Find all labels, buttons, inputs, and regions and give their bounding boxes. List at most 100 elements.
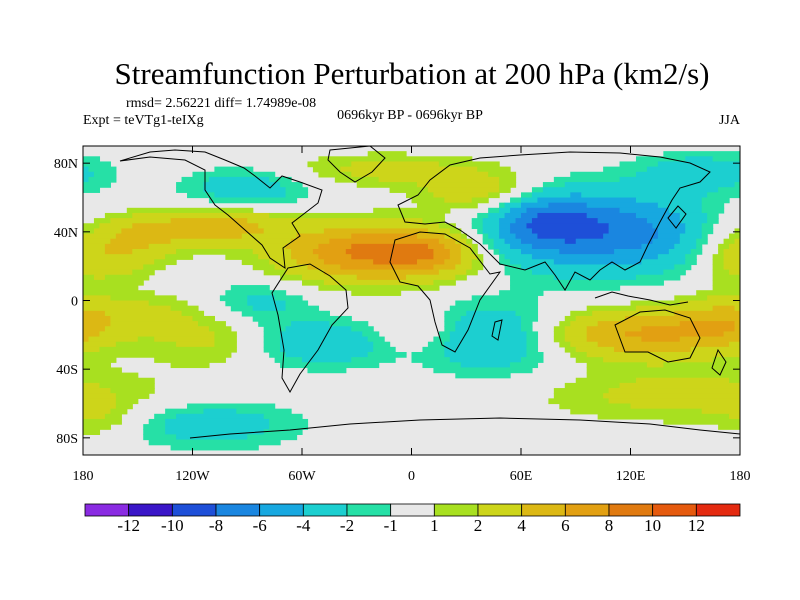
field-cell xyxy=(318,285,440,291)
colorbar-label: -4 xyxy=(296,516,311,535)
field-cell xyxy=(729,341,740,348)
field-cell xyxy=(99,331,215,338)
colorbar-swatch xyxy=(652,503,697,517)
field-cell xyxy=(83,161,111,168)
field-cell xyxy=(170,305,199,312)
field-cell xyxy=(291,321,330,327)
field-cell xyxy=(701,202,725,209)
field-cell xyxy=(143,424,166,430)
field-cell xyxy=(252,249,292,255)
field-cell xyxy=(411,352,445,358)
field-cell xyxy=(510,279,664,286)
field-cell xyxy=(247,300,287,307)
field-cell xyxy=(641,336,681,343)
field-cell xyxy=(323,269,440,276)
field-cell xyxy=(553,176,621,183)
field-cell xyxy=(83,259,155,266)
field-cell xyxy=(356,274,407,281)
field-cell xyxy=(471,264,484,271)
field-cell xyxy=(93,228,122,235)
field-cell xyxy=(466,269,478,276)
field-cell xyxy=(373,341,391,348)
field-cell xyxy=(351,243,429,250)
field-cell xyxy=(132,212,270,219)
field-cell xyxy=(181,176,210,183)
x-tick-label: 60W xyxy=(288,469,316,484)
field-cell xyxy=(657,233,681,240)
field-cell xyxy=(104,413,122,420)
field-cell xyxy=(674,310,740,317)
field-cell xyxy=(296,233,352,240)
field-cell xyxy=(416,182,500,188)
field-cell xyxy=(345,249,434,255)
field-cell xyxy=(110,315,194,322)
field-cell xyxy=(247,218,424,224)
field-cell xyxy=(635,305,714,312)
field-cell xyxy=(83,223,101,229)
field-cell xyxy=(83,228,95,235)
field-cell xyxy=(663,418,740,425)
field-cell xyxy=(83,413,106,420)
field-cell xyxy=(619,207,670,214)
field-cell xyxy=(307,161,352,168)
field-cell xyxy=(176,182,205,188)
field-cell xyxy=(712,305,736,312)
field-cell xyxy=(323,279,434,286)
field-cell xyxy=(422,346,445,353)
field-cell xyxy=(433,249,451,255)
field-cell xyxy=(608,228,659,235)
field-cell xyxy=(499,207,511,214)
field-cell xyxy=(312,166,341,173)
field-cell xyxy=(170,238,292,245)
field-cell xyxy=(83,254,166,260)
field-cell xyxy=(734,228,740,235)
field-cell xyxy=(696,243,703,250)
field-cell xyxy=(526,346,539,353)
field-cell xyxy=(690,249,703,255)
field-cell xyxy=(110,295,177,302)
field-cell xyxy=(83,279,144,286)
field-cell xyxy=(197,321,226,327)
colorbar-label: 10 xyxy=(644,516,661,535)
field-cell xyxy=(83,187,101,193)
field-cell xyxy=(83,156,101,163)
field-cell xyxy=(104,243,150,250)
field-cell xyxy=(351,357,396,363)
field-cell xyxy=(83,372,139,379)
field-cell xyxy=(482,238,495,245)
field-cell xyxy=(679,233,703,240)
x-tick-label: 180 xyxy=(730,469,751,484)
map-panel xyxy=(82,145,741,456)
field-cell xyxy=(586,212,637,219)
field-cell xyxy=(712,285,740,291)
field-cell xyxy=(143,434,177,441)
colorbar-label: 12 xyxy=(688,516,705,535)
field-cell xyxy=(132,223,259,229)
colorbar-label: -2 xyxy=(340,516,354,535)
field-cell xyxy=(499,223,511,229)
field-cell xyxy=(510,228,533,235)
coast-north-america xyxy=(119,149,323,270)
field-cell xyxy=(570,192,582,199)
colorbar-swatch xyxy=(564,503,610,517)
field-cell xyxy=(455,300,539,307)
field-cell xyxy=(734,182,740,188)
field-cell xyxy=(214,341,237,348)
field-cell xyxy=(510,285,621,291)
field-cell xyxy=(269,352,287,358)
field-cell xyxy=(252,315,352,322)
colorbar-label: -6 xyxy=(253,516,267,535)
field-cell xyxy=(526,341,539,348)
field-cell xyxy=(115,233,243,240)
field-cell xyxy=(176,413,265,420)
field-cell xyxy=(192,315,215,322)
field-cell xyxy=(553,393,604,399)
field-cell xyxy=(482,223,500,229)
field-cell xyxy=(679,336,740,343)
field-cell xyxy=(285,192,309,199)
field-cell xyxy=(493,249,500,255)
field-cell xyxy=(83,171,95,178)
field-cell xyxy=(537,212,588,219)
field-cell xyxy=(510,243,533,250)
colorbar: -12 -10 -8 -6 -4 -2 -1 1 2 4 6 8 10 12 xyxy=(84,503,741,535)
